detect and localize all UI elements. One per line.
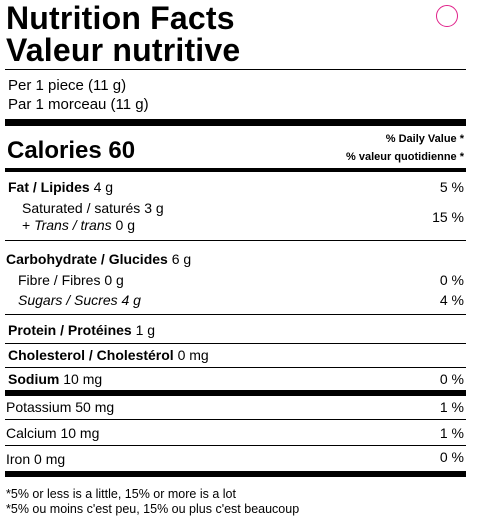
title-english: Nutrition Facts bbox=[6, 0, 235, 36]
fat-daily-value: 5 % bbox=[439, 179, 464, 195]
sodium-amount: 10 mg bbox=[63, 371, 103, 387]
trans-prefix: + bbox=[22, 217, 35, 233]
calories-line: Calories 60 bbox=[7, 138, 135, 164]
fat-amount: 4 g bbox=[93, 179, 114, 195]
divider-title bbox=[5, 69, 466, 70]
saturated-amount: 3 g bbox=[144, 200, 164, 216]
fibre-amount: 0 g bbox=[104, 272, 124, 288]
iron-amount: 0 mg bbox=[34, 451, 66, 467]
thick-divider-iron bbox=[5, 471, 466, 477]
iron-row: Iron 0 mg bbox=[6, 451, 65, 468]
divider-carbohydrate bbox=[5, 314, 466, 315]
calories-label: Calories bbox=[7, 137, 102, 164]
thick-divider-calories bbox=[5, 168, 466, 172]
sugars-label: Sugars / Sucres bbox=[18, 292, 118, 308]
carbohydrate-row: Carbohydrate / Glucides 6 g bbox=[6, 251, 191, 268]
saturated-trans-daily-value: 15 % bbox=[432, 209, 464, 225]
divider-protein bbox=[5, 343, 466, 344]
potassium-row: Potassium 50 mg bbox=[6, 399, 114, 416]
daily-value-header-french: % valeur quotidienne * bbox=[346, 151, 464, 163]
circle-icon bbox=[436, 5, 458, 27]
footnote-french: *5% ou moins c'est peu, 15% ou plus c'es… bbox=[6, 502, 300, 516]
potassium-daily-value: 1 % bbox=[439, 399, 464, 415]
divider-cholesterol bbox=[5, 367, 466, 368]
potassium-label: Potassium bbox=[6, 399, 72, 415]
sugars-amount: 4 g bbox=[121, 292, 141, 308]
cholesterol-label: Cholesterol / Cholestérol bbox=[8, 347, 174, 363]
potassium-amount: 50 mg bbox=[75, 399, 115, 415]
serving-size-french: Par 1 morceau (11 g) bbox=[8, 96, 149, 113]
fat-label: Fat / Lipides bbox=[8, 179, 90, 195]
trans-label: Trans / trans bbox=[34, 217, 112, 233]
carbohydrate-amount: 6 g bbox=[171, 251, 192, 267]
saturated-label: Saturated / saturés bbox=[22, 200, 141, 216]
title-french: Valeur nutritive bbox=[6, 32, 241, 68]
iron-label: Iron bbox=[6, 451, 31, 467]
cholesterol-row: Cholesterol / Cholestérol 0 mg bbox=[8, 347, 209, 364]
fat-row: Fat / Lipides 4 g bbox=[8, 179, 113, 196]
calories-value: 60 bbox=[108, 137, 136, 164]
sugars-daily-value: 4 % bbox=[439, 292, 464, 308]
sodium-label: Sodium bbox=[8, 371, 60, 387]
sugars-row: Sugars / Sucres 4 g bbox=[18, 292, 141, 309]
calcium-amount: 10 mg bbox=[60, 425, 100, 441]
iron-daily-value: 0 % bbox=[439, 449, 464, 465]
divider-fat bbox=[5, 240, 466, 241]
protein-amount: 1 g bbox=[135, 322, 156, 338]
trans-amount: 0 g bbox=[115, 217, 135, 233]
calcium-row: Calcium 10 mg bbox=[6, 425, 99, 442]
protein-row: Protein / Protéines 1 g bbox=[8, 322, 155, 339]
divider-calcium bbox=[5, 445, 466, 446]
thick-divider-serving bbox=[5, 119, 466, 126]
sodium-daily-value: 0 % bbox=[439, 371, 464, 387]
calcium-daily-value: 1 % bbox=[439, 425, 464, 441]
trans-row: + Trans / trans 0 g bbox=[22, 217, 135, 234]
thick-divider-sodium bbox=[5, 390, 466, 396]
calcium-label: Calcium bbox=[6, 425, 57, 441]
sodium-row: Sodium 10 mg bbox=[8, 371, 102, 388]
fibre-daily-value: 0 % bbox=[439, 272, 464, 288]
fibre-label: Fibre / Fibres bbox=[18, 272, 101, 288]
footnote-english: *5% or less is a little, 15% or more is … bbox=[6, 487, 236, 501]
carbohydrate-label: Carbohydrate / Glucides bbox=[6, 251, 168, 267]
protein-label: Protein / Protéines bbox=[8, 322, 132, 338]
cholesterol-amount: 0 mg bbox=[177, 347, 209, 363]
fibre-row: Fibre / Fibres 0 g bbox=[18, 272, 124, 289]
serving-size-english: Per 1 piece (11 g) bbox=[8, 77, 127, 94]
saturated-row: Saturated / saturés 3 g bbox=[22, 200, 164, 217]
divider-potassium bbox=[5, 419, 466, 420]
daily-value-header-english: % Daily Value * bbox=[385, 133, 464, 145]
